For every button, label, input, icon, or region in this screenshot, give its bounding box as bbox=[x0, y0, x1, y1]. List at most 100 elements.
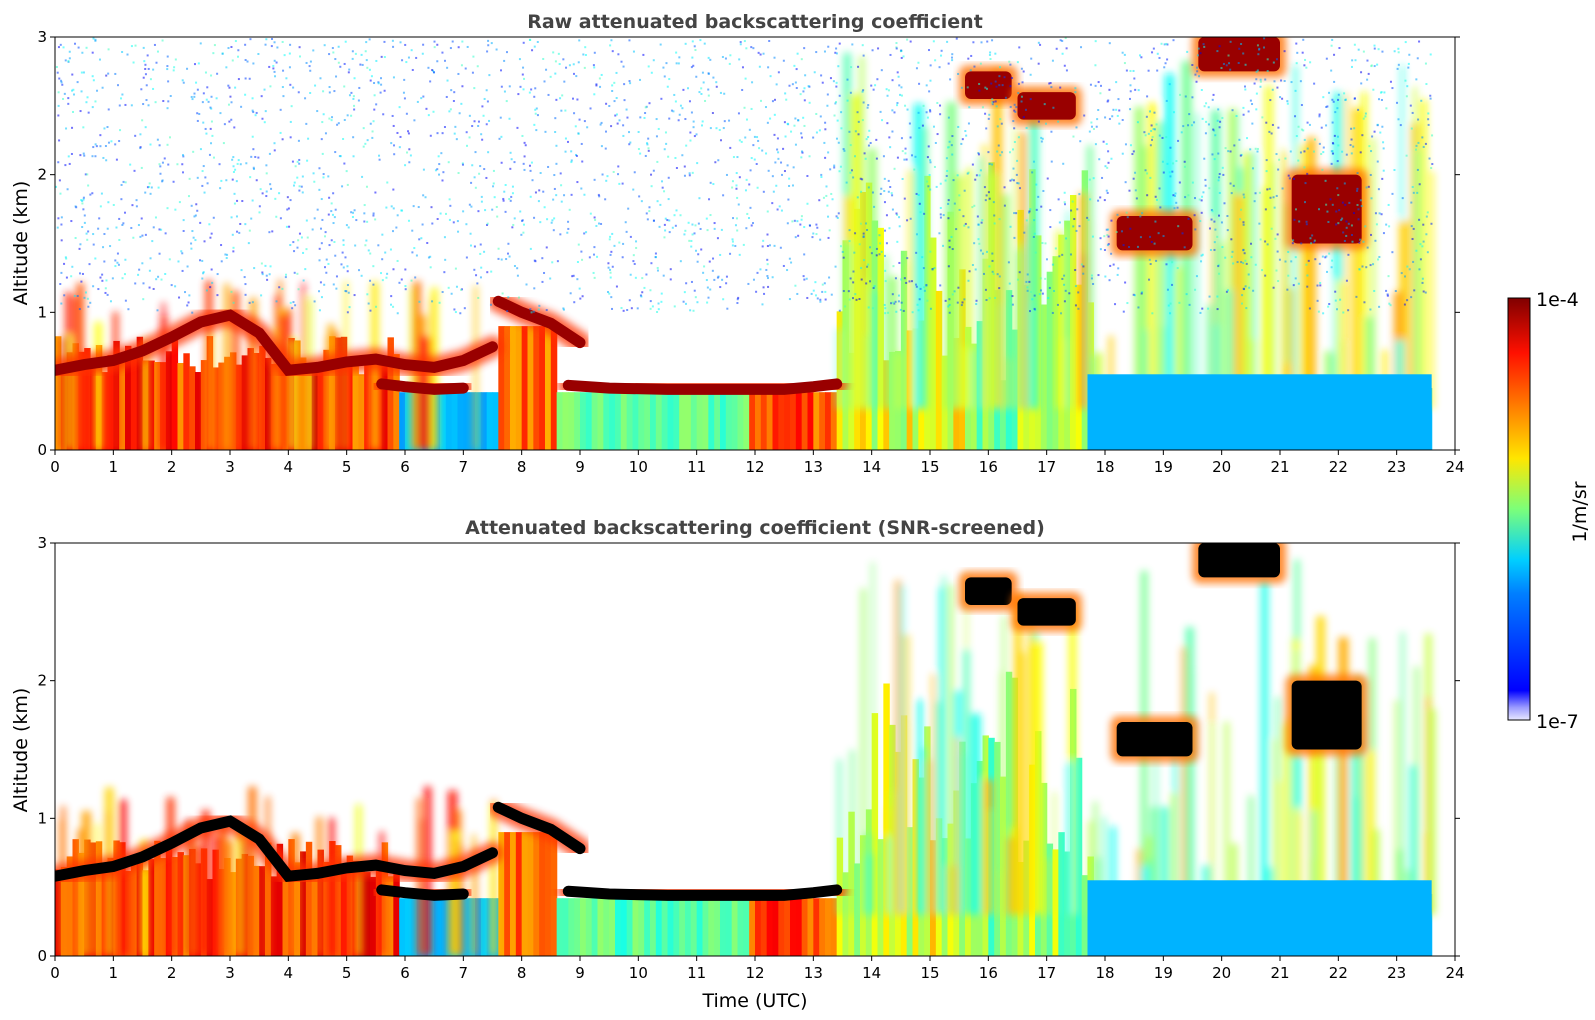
noise-dot bbox=[1220, 221, 1223, 224]
noise-dot bbox=[528, 164, 531, 167]
noise-dot bbox=[1371, 135, 1374, 138]
noise-dot bbox=[86, 173, 89, 176]
noise-dot bbox=[333, 216, 336, 219]
noise-dot bbox=[1202, 191, 1205, 194]
noise-dot bbox=[1261, 269, 1264, 272]
field-column bbox=[282, 872, 289, 956]
noise-dot bbox=[927, 185, 930, 188]
noise-dot bbox=[1242, 223, 1245, 226]
noise-dot bbox=[1218, 126, 1221, 129]
streak bbox=[1361, 91, 1368, 409]
noise-dot bbox=[874, 84, 877, 87]
noise-dot bbox=[144, 67, 147, 70]
noise-dot bbox=[530, 311, 533, 314]
noise-dot bbox=[1013, 236, 1016, 239]
noise-dot bbox=[235, 215, 238, 218]
noise-dot bbox=[1155, 123, 1158, 126]
noise-dot bbox=[1220, 67, 1223, 70]
noise-dot bbox=[279, 108, 282, 111]
streak bbox=[932, 673, 936, 915]
streak bbox=[104, 811, 111, 956]
noise-dot bbox=[1229, 182, 1232, 185]
noise-dot bbox=[925, 111, 928, 114]
noise-dot bbox=[991, 252, 994, 255]
noise-dot bbox=[996, 150, 999, 153]
noise-dot bbox=[336, 123, 339, 126]
noise-dot bbox=[56, 71, 59, 74]
layer-core bbox=[376, 884, 469, 901]
noise-dot bbox=[190, 247, 193, 250]
noise-dot bbox=[263, 121, 266, 124]
noise-dot bbox=[795, 68, 798, 71]
noise-dot bbox=[249, 176, 252, 179]
field-column bbox=[935, 290, 943, 450]
noise-dot bbox=[447, 161, 450, 164]
noise-dot bbox=[1319, 281, 1322, 284]
noise-dot bbox=[1011, 303, 1014, 306]
noise-dot bbox=[675, 62, 678, 65]
noise-dot bbox=[73, 93, 76, 96]
streak bbox=[1354, 797, 1358, 915]
noise-dot bbox=[916, 303, 919, 306]
streak bbox=[1219, 244, 1226, 409]
noise-dot bbox=[412, 205, 415, 208]
noise-dot bbox=[1141, 212, 1144, 215]
streak bbox=[917, 699, 923, 915]
noise-dot bbox=[335, 75, 338, 78]
noise-dot bbox=[1007, 261, 1010, 264]
noise-dot bbox=[1318, 142, 1321, 145]
noise-dot bbox=[210, 95, 213, 98]
noise-dot bbox=[408, 148, 411, 151]
streak bbox=[274, 306, 279, 450]
noise-dot bbox=[161, 161, 164, 164]
noise-dot bbox=[884, 312, 887, 315]
noise-dot bbox=[1065, 237, 1068, 240]
noise-dot bbox=[122, 222, 125, 225]
noise-dot bbox=[264, 110, 267, 113]
x-tick-label: 21 bbox=[1270, 964, 1289, 982]
snr-screened-panel: Attenuated backscattering coefficient (S… bbox=[10, 517, 1465, 1012]
noise-dot bbox=[481, 138, 484, 141]
noise-dot bbox=[1034, 251, 1037, 254]
noise-dot bbox=[1373, 289, 1376, 292]
noise-dot bbox=[854, 293, 857, 296]
noise-dot bbox=[495, 48, 498, 51]
noise-dot bbox=[722, 298, 725, 301]
noise-dot bbox=[950, 144, 953, 147]
streak bbox=[1337, 280, 1343, 409]
noise-dot bbox=[1286, 102, 1289, 105]
noise-dot bbox=[856, 196, 859, 199]
noise-dot bbox=[1213, 158, 1216, 161]
noise-dot bbox=[398, 106, 401, 109]
noise-dot bbox=[905, 158, 908, 161]
noise-dot bbox=[289, 120, 292, 123]
noise-dot bbox=[1223, 202, 1226, 205]
noise-dot bbox=[545, 309, 548, 312]
noise-dot bbox=[247, 242, 250, 245]
noise-dot bbox=[166, 68, 169, 71]
field-column bbox=[615, 392, 622, 450]
noise-dot bbox=[778, 205, 781, 208]
noise-dot bbox=[667, 198, 670, 201]
noise-dot bbox=[1039, 43, 1042, 46]
noise-dot bbox=[1327, 220, 1330, 223]
noise-dot bbox=[800, 218, 803, 221]
noise-dot bbox=[1255, 78, 1258, 81]
noise-dot bbox=[1270, 132, 1273, 135]
noise-dot bbox=[863, 152, 866, 155]
noise-dot bbox=[1151, 135, 1154, 138]
noise-dot bbox=[219, 112, 222, 115]
noise-dot bbox=[1139, 215, 1142, 218]
noise-dot bbox=[813, 71, 816, 74]
noise-dot bbox=[1366, 246, 1369, 249]
noise-dot bbox=[1063, 274, 1066, 277]
noise-dot bbox=[683, 165, 686, 168]
noise-dot bbox=[877, 47, 880, 50]
noise-dot bbox=[994, 296, 997, 299]
noise-dot bbox=[1221, 246, 1224, 249]
noise-dot bbox=[889, 53, 892, 56]
streak bbox=[1226, 289, 1234, 409]
streak bbox=[316, 816, 323, 956]
field-column bbox=[539, 832, 546, 956]
